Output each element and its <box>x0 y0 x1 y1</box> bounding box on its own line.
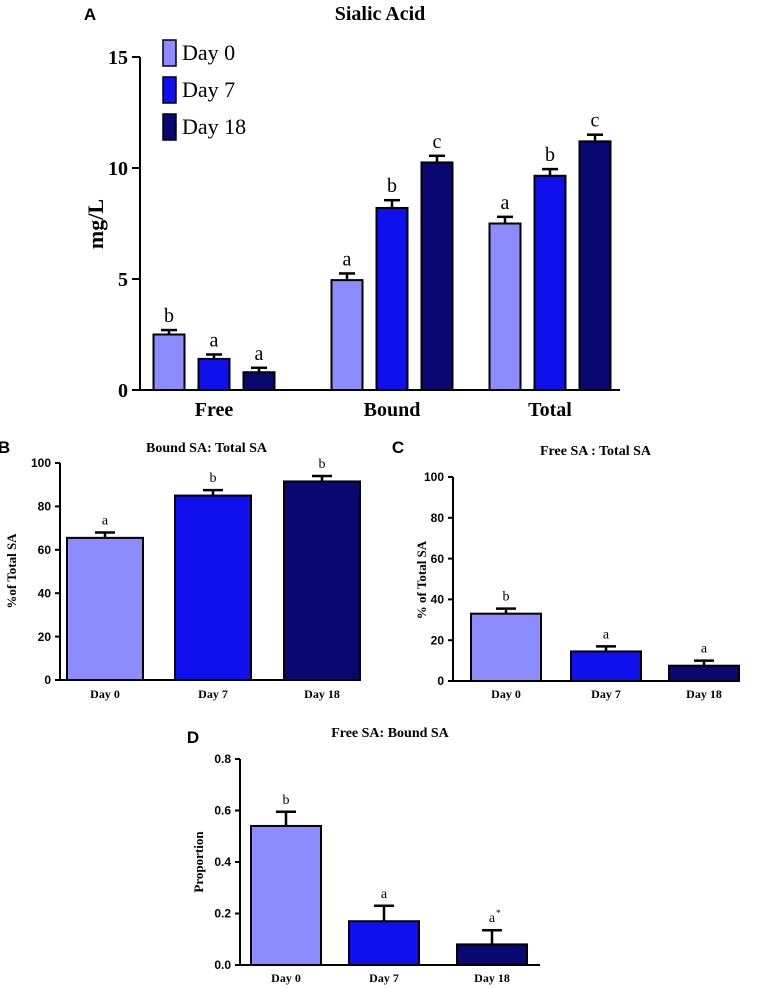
bar-free-day18 <box>242 371 276 391</box>
legend: Day 0 Day 7 Day 18 <box>162 39 246 141</box>
bar-bound-day7 <box>375 206 409 391</box>
y-tick-label: 20 <box>38 630 52 644</box>
significance-letter: a <box>255 343 264 365</box>
y-tick-label: 15 <box>108 47 128 69</box>
significance-asterisk: * <box>496 908 501 919</box>
bar-day0 <box>250 824 322 967</box>
x-category-label: Day 0 <box>491 687 521 701</box>
legend-swatch <box>162 76 177 104</box>
y-tick-label: 40 <box>431 593 445 607</box>
legend-label: Day 18 <box>182 114 246 139</box>
x-category-label: Day 0 <box>271 971 301 985</box>
bar-total-day18 <box>578 140 612 391</box>
bar-day18 <box>456 943 528 967</box>
panel-letter: D <box>187 728 199 747</box>
significance-letter: a <box>489 911 496 926</box>
x-category-label: Day 7 <box>198 687 228 701</box>
bar-total-day7 <box>533 174 567 391</box>
y-tick-label: 5 <box>118 269 128 291</box>
y-tick-label: 0.0 <box>214 958 231 972</box>
legend-swatch <box>162 113 177 141</box>
y-tick-label: 20 <box>431 633 445 647</box>
bar-day18 <box>668 664 740 683</box>
chart-title: Bound SA: Total SA <box>146 441 268 456</box>
panel-letter: A <box>84 5 96 24</box>
bar-day0 <box>470 612 542 682</box>
y-tick-label: 40 <box>38 586 52 600</box>
y-tick-label: 100 <box>31 456 51 470</box>
y-tick-label: 100 <box>424 470 444 484</box>
significance-letter: a <box>603 627 610 642</box>
significance-letter: b <box>387 175 397 197</box>
y-tick-label: 60 <box>38 543 52 557</box>
chart-title: Sialic Acid <box>335 3 426 25</box>
chart-panel-c: C Free SA : Total SA % of Total SA 0 20 40 60 8… <box>392 438 740 701</box>
x-category-label: Day 18 <box>474 971 510 985</box>
y-tick-label: 80 <box>38 500 52 514</box>
significance-letter: c <box>433 131 442 153</box>
significance-letter: a <box>701 642 708 657</box>
chart-panel-d: D Free SA: Bound SA Proportion 0.0 0.2 0.4 0.6… <box>187 726 540 985</box>
bar-day7 <box>348 920 420 966</box>
legend-label: Day 0 <box>182 40 235 65</box>
significance-letter: b <box>283 793 290 808</box>
chart-panel-a: A Sialic Acid mg/L 0 5 10 15 Free Bound Total b a a a… <box>83 3 620 421</box>
x-category-label: Day 7 <box>369 971 399 985</box>
panel-letter: C <box>392 438 404 457</box>
significance-letter: b <box>545 144 555 166</box>
panel-letter: B <box>0 438 10 457</box>
significance-letter: a <box>102 513 109 528</box>
y-tick-label: 60 <box>431 552 445 566</box>
significance-letter: b <box>164 305 174 327</box>
chart-title: Free SA: Bound SA <box>331 726 449 741</box>
x-category-label: Day 18 <box>304 687 340 701</box>
significance-letter: a <box>343 248 352 270</box>
y-axis-label: mg/L <box>83 199 108 249</box>
chart-title: Free SA : Total SA <box>540 444 652 459</box>
x-category-label: Day 18 <box>686 687 722 701</box>
x-category-label: Day 0 <box>90 687 120 701</box>
x-category-label: Free <box>195 399 234 421</box>
y-tick-label: 80 <box>431 511 445 525</box>
bar-day0 <box>66 536 144 681</box>
significance-letter: b <box>503 590 510 605</box>
bar-day7 <box>174 494 252 681</box>
significance-letter: b <box>210 471 217 486</box>
y-tick-label: 10 <box>108 158 128 180</box>
y-tick-label: 0.4 <box>214 855 231 869</box>
significance-letter: b <box>319 457 326 472</box>
significance-letter: a <box>381 887 388 902</box>
bar-day18 <box>283 480 361 681</box>
y-axis-label: Proportion <box>191 831 206 893</box>
y-axis-label: %of Total SA <box>4 533 19 609</box>
y-tick-label: 0.2 <box>214 907 231 921</box>
y-tick-label: 0.8 <box>214 752 231 766</box>
chart-panel-b: B Bound SA: Total SA %of Total SA 0 20 40 60 80… <box>0 438 361 701</box>
bar-free-day7 <box>197 357 231 392</box>
y-tick-label: 0.6 <box>214 804 231 818</box>
significance-letter: a <box>210 329 219 351</box>
y-tick-label: 0 <box>44 673 51 687</box>
bar-total-day0 <box>488 222 522 391</box>
significance-letter: c <box>591 110 600 132</box>
x-category-label: Day 7 <box>591 687 621 701</box>
y-tick-label: 0 <box>118 380 128 402</box>
x-category-label: Total <box>528 399 572 421</box>
bar-bound-day18 <box>420 161 454 391</box>
y-tick-label: 0 <box>437 674 444 688</box>
y-axis-label: % of Total SA <box>414 540 429 619</box>
bar-bound-day0 <box>330 279 364 391</box>
legend-label: Day 7 <box>182 77 235 102</box>
bar-free-day0 <box>152 333 186 391</box>
bar-day7 <box>570 650 642 682</box>
x-category-label: Bound <box>364 399 421 421</box>
legend-swatch <box>162 39 177 67</box>
significance-letter: a <box>501 192 510 214</box>
